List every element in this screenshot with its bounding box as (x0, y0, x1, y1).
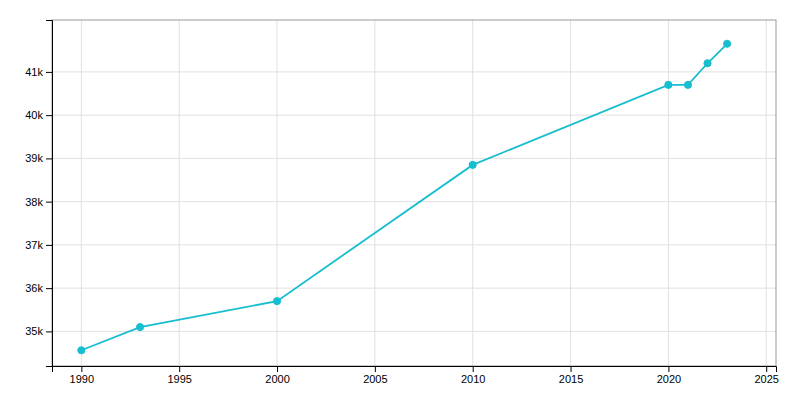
y-tick-mark (46, 202, 52, 203)
point (665, 81, 672, 88)
x-tick-label: 2010 (461, 373, 485, 385)
x-tick-mark (571, 366, 572, 372)
x-tick-label: 1990 (70, 373, 94, 385)
y-tick: 38k (25, 196, 52, 208)
y-tick-label: 36k (25, 282, 43, 294)
grid-line-y (52, 331, 776, 332)
y-tick-mark (46, 158, 52, 159)
x-tick-label: 2020 (657, 373, 681, 385)
x-tick-label: 2015 (559, 373, 583, 385)
x-tick-mark (473, 366, 474, 372)
grid-line-y (52, 288, 776, 289)
x-tick: 2000 (265, 366, 289, 385)
x-tick: 1995 (167, 366, 191, 385)
y-tick: 36k (25, 282, 52, 294)
x-tick-mark (81, 366, 82, 372)
y-tick-label: 39k (25, 152, 43, 164)
x-axis: 1990 1995 2000 2005 2010 2015 2020 2025 (53, 366, 779, 385)
y-tick-label: 38k (25, 196, 43, 208)
x-tick: 2005 (363, 366, 387, 385)
y-tick: 41k (25, 66, 52, 78)
x-tick-mark (668, 366, 669, 372)
x-tick: 2010 (461, 366, 485, 385)
y-tick: 40k (25, 109, 52, 121)
y-tick-label: 40k (25, 109, 43, 121)
y-tick-mark (46, 288, 52, 289)
x-tick: 1990 (70, 366, 94, 385)
x-tick-label: 2000 (265, 373, 289, 385)
x-tick-mark (179, 366, 180, 372)
x-tick-label: 2025 (754, 373, 778, 385)
point (136, 324, 143, 331)
grid-line-y (52, 71, 776, 72)
y-tick: 39k (25, 152, 52, 164)
y-axis-line (46, 21, 53, 367)
y-tick-mark (46, 115, 52, 116)
grid-line-y (52, 201, 776, 202)
x-tick: 2020 (657, 366, 681, 385)
line (81, 44, 727, 350)
grid-line-y (52, 158, 776, 159)
x-axis-line (53, 367, 777, 373)
y-tick: 37k (25, 239, 52, 251)
x-tick: 2015 (559, 366, 583, 385)
y-tick-mark (46, 331, 52, 332)
plot-frame (52, 20, 776, 366)
y-tick-mark (46, 72, 52, 73)
x-tick: 2025 (754, 366, 778, 385)
y-tick: 35k (25, 325, 52, 337)
y-tick-label: 41k (25, 66, 43, 78)
x-tick-label: 2005 (363, 373, 387, 385)
y-tick-label: 35k (25, 325, 43, 337)
point (273, 298, 280, 305)
point (78, 347, 85, 354)
x-tick-mark (375, 366, 376, 372)
y-tick-mark (46, 245, 52, 246)
grid (52, 20, 776, 366)
grid-line-y (52, 244, 776, 245)
y-tick-label: 37k (25, 239, 43, 251)
point (469, 161, 476, 168)
y-axis: 35k 36k 37k 38k 39k 40k 41k (25, 21, 52, 367)
plot-area: 1990 1995 2000 2005 2010 2015 2020 2025 35k 36k 37… (25, 20, 779, 385)
point (704, 60, 711, 67)
x-tick-label: 1995 (167, 373, 191, 385)
point (724, 40, 731, 47)
grid-line-y (52, 115, 776, 116)
x-tick-mark (277, 366, 278, 372)
series (78, 40, 731, 354)
point (684, 81, 691, 88)
chart: 1990 1995 2000 2005 2010 2015 2020 2025 35k 36k 37… (0, 0, 800, 400)
x-tick-mark (766, 366, 767, 372)
